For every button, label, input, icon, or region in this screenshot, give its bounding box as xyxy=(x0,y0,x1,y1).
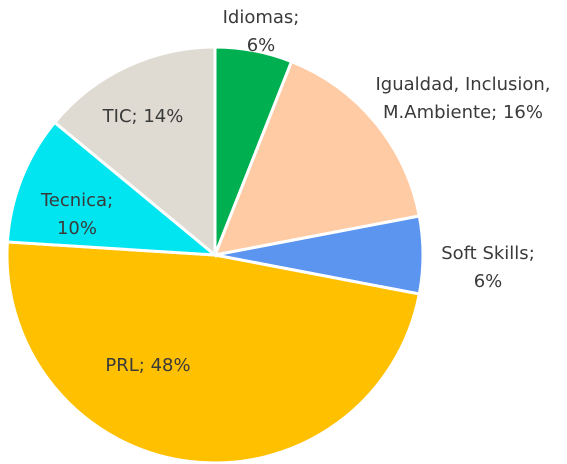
data-label: TIC; 14% xyxy=(102,106,184,127)
data-label: Idiomas; xyxy=(223,7,300,28)
data-label: 6% xyxy=(247,35,276,56)
pie-slice xyxy=(212,59,422,257)
data-label: Igualdad, Inclusion, xyxy=(375,74,550,95)
pie-slice xyxy=(5,240,422,464)
data-label: 6% xyxy=(474,271,503,292)
data-label: PRL; 48% xyxy=(105,355,190,376)
data-label: Soft Skills; xyxy=(441,243,535,264)
pie-slice xyxy=(5,120,220,257)
data-label: M.Ambiente; 16% xyxy=(383,102,543,123)
pie-slice xyxy=(52,45,217,259)
data-label: 10% xyxy=(57,218,97,239)
data-label: Tecnica; xyxy=(40,190,113,211)
